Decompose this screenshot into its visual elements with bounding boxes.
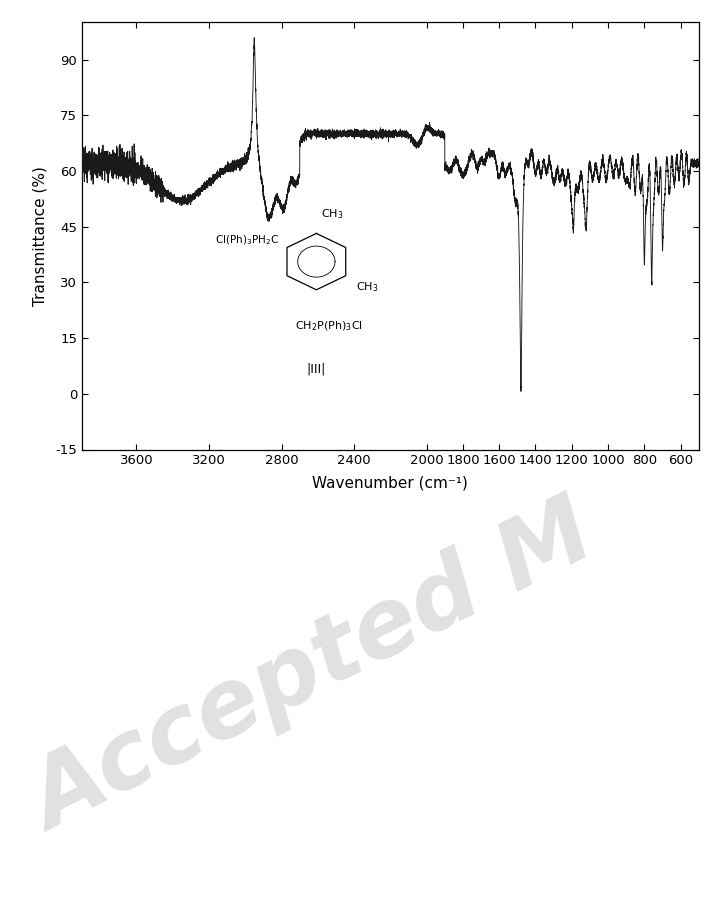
Text: |III|: |III| (307, 362, 326, 376)
Text: CH$_3$: CH$_3$ (356, 280, 379, 294)
Text: CH$_2$P(Ph)$_3$Cl: CH$_2$P(Ph)$_3$Cl (294, 320, 363, 334)
Text: Cl(Ph)$_3$PH$_2$C: Cl(Ph)$_3$PH$_2$C (215, 234, 279, 247)
Text: CH$_3$: CH$_3$ (321, 207, 343, 220)
Text: Accepted M: Accepted M (18, 488, 610, 851)
Y-axis label: Transmittance (%): Transmittance (%) (32, 166, 47, 306)
X-axis label: Wavenumber (cm⁻¹): Wavenumber (cm⁻¹) (312, 476, 468, 491)
